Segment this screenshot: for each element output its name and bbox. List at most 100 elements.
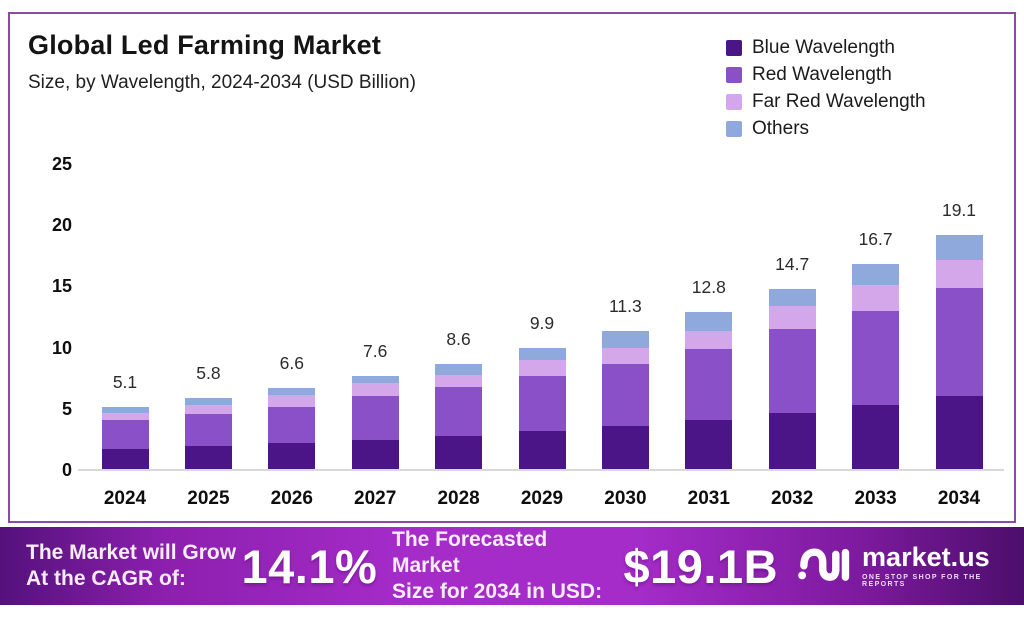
- bar-segment-blue-wavelength: [184, 445, 232, 469]
- bar-2024: [101, 406, 149, 469]
- bar-segment-far-red-wavelength: [268, 394, 316, 407]
- bar-total-label: 7.6: [363, 340, 388, 361]
- bar-segment-red-wavelength: [101, 420, 149, 450]
- x-axis-label-2024: 2024: [103, 488, 147, 509]
- bar-total-label: 8.6: [446, 328, 471, 349]
- bar-segment-far-red-wavelength: [685, 330, 733, 349]
- legend-label-red-wavelength: Red Wavelength: [752, 63, 892, 85]
- legend-swatch-others: [726, 120, 742, 137]
- marketus-logo-name: market.us: [862, 542, 990, 572]
- cagr-label: The Market will Grow At the CAGR of:: [26, 540, 237, 590]
- bar-segment-red-wavelength: [435, 386, 483, 436]
- bar-2025: [184, 397, 232, 469]
- bar-segment-blue-wavelength: [935, 395, 983, 469]
- y-axis-tick-25: 25: [51, 153, 72, 174]
- bar-segment-red-wavelength: [685, 348, 733, 420]
- bar-2029: [518, 347, 566, 469]
- bar-segment-far-red-wavelength: [101, 413, 149, 421]
- cagr-value: 14.1%: [241, 539, 378, 593]
- bar-total-label: 9.9: [529, 312, 555, 333]
- bar-segment-blue-wavelength: [351, 439, 399, 469]
- legend-swatch-blue-wavelength: [726, 39, 742, 56]
- bar-2026: [268, 388, 316, 469]
- bar-segment-blue-wavelength: [685, 420, 733, 469]
- bar-segment-far-red-wavelength: [184, 404, 232, 414]
- bar-segment-far-red-wavelength: [601, 347, 649, 364]
- bar-segment-far-red-wavelength: [351, 382, 399, 396]
- legend-item-far-red-wavelength: Far Red Wavelength: [726, 88, 926, 115]
- x-axis-label-2030: 2030: [604, 488, 647, 509]
- bar-segment-others: [101, 406, 149, 414]
- bar-segment-blue-wavelength: [518, 431, 566, 469]
- bar-total-label: 16.7: [858, 229, 893, 250]
- bar-2033: [852, 264, 900, 469]
- marketus-logo-tagline: ONE STOP SHOP FOR THE REPORTS: [862, 574, 982, 588]
- y-axis-tick-0: 0: [61, 460, 72, 480]
- footer-banner: The Market will Grow At the CAGR of: 14.…: [0, 527, 1024, 605]
- bar-segment-blue-wavelength: [852, 405, 900, 469]
- bar-segment-red-wavelength: [935, 287, 983, 396]
- bar-segment-others: [768, 288, 816, 307]
- bar-segment-others: [268, 388, 316, 395]
- bar-total-label: 14.7: [775, 253, 810, 274]
- plot-area: 5.1 2024 5.8 2025 6.6 2026 7.6 2027 8.6 2028 9.9 20…: [10, 14, 1014, 521]
- y-axis-tick-20: 20: [51, 215, 72, 235]
- bar-2030: [601, 330, 649, 469]
- marketus-logo: market.us ONE STOP SHOP FOR THE REPORTS: [796, 543, 1004, 590]
- bar-segment-far-red-wavelength: [852, 285, 900, 311]
- bar-total-label: 6.6: [279, 353, 304, 374]
- marketus-logo-icon: [796, 543, 852, 590]
- bar-segment-far-red-wavelength: [435, 375, 483, 387]
- y-axis-tick-5: 5: [61, 398, 72, 419]
- bar-segment-blue-wavelength: [268, 443, 316, 469]
- y-axis-tick-10: 10: [51, 337, 72, 358]
- bar-segment-far-red-wavelength: [518, 359, 566, 376]
- legend-item-others: Others: [726, 115, 926, 142]
- bar-segment-others: [685, 312, 733, 331]
- x-axis-label-2034: 2034: [937, 488, 981, 509]
- bar-segment-others: [184, 397, 232, 405]
- legend-swatch-red-wavelength: [726, 66, 742, 83]
- bar-segment-red-wavelength: [518, 375, 566, 432]
- legend: Blue Wavelength Red Wavelength Far Red Wav…: [726, 34, 926, 142]
- x-axis-label-2025: 2025: [187, 488, 230, 509]
- legend-swatch-far-red-wavelength: [726, 93, 742, 110]
- bar-segment-others: [852, 264, 900, 286]
- bar-2032: [768, 288, 816, 469]
- bar-segment-others: [935, 235, 983, 260]
- chart-subtitle: Size, by Wavelength, 2024-2034 (USD Bill…: [28, 72, 416, 93]
- bar-segment-blue-wavelength: [435, 435, 483, 469]
- bar-total-label: 5.1: [112, 371, 138, 392]
- marketus-logo-text-block: market.us ONE STOP SHOP FOR THE REPORTS: [862, 542, 1004, 589]
- bar-segment-blue-wavelength: [768, 412, 816, 469]
- bar-2034: [935, 235, 983, 469]
- bar-segment-far-red-wavelength: [768, 306, 816, 330]
- x-axis-label-2031: 2031: [687, 488, 730, 509]
- chart-card: 5.1 2024 5.8 2025 6.6 2026 7.6 2027 8.6 2028 9.9 20…: [8, 12, 1016, 523]
- bar-segment-blue-wavelength: [601, 426, 649, 469]
- bar-segment-red-wavelength: [184, 413, 232, 446]
- x-axis-label-2028: 2028: [437, 488, 480, 509]
- bar-segment-red-wavelength: [768, 329, 816, 413]
- bar-segment-others: [518, 347, 566, 360]
- bar-2031: [685, 312, 733, 469]
- bar-segment-others: [351, 375, 399, 383]
- x-axis-label-2032: 2032: [771, 488, 814, 509]
- bar-total-label: 5.8: [196, 362, 221, 383]
- legend-item-red-wavelength: Red Wavelength: [726, 61, 926, 88]
- bar-segment-red-wavelength: [268, 406, 316, 444]
- chart-title: Global Led Farming Market: [28, 30, 382, 60]
- bar-segment-red-wavelength: [601, 363, 649, 427]
- forecast-value: $19.1B: [623, 539, 779, 593]
- bar-2028: [435, 363, 483, 469]
- bar-total-label: 19.1: [941, 200, 977, 221]
- x-axis-line: [78, 469, 1004, 471]
- bar-segment-others: [435, 363, 483, 376]
- legend-label-others: Others: [752, 117, 810, 139]
- forecast-label: The Forecasted Market Size for 2034 in U…: [392, 527, 603, 604]
- bar-total-label: 12.8: [691, 277, 726, 298]
- x-axis-label-2026: 2026: [270, 488, 313, 509]
- legend-label-blue-wavelength: Blue Wavelength: [752, 36, 895, 58]
- y-axis-tick-15: 15: [51, 276, 72, 297]
- bar-total-label: 11.3: [609, 295, 642, 316]
